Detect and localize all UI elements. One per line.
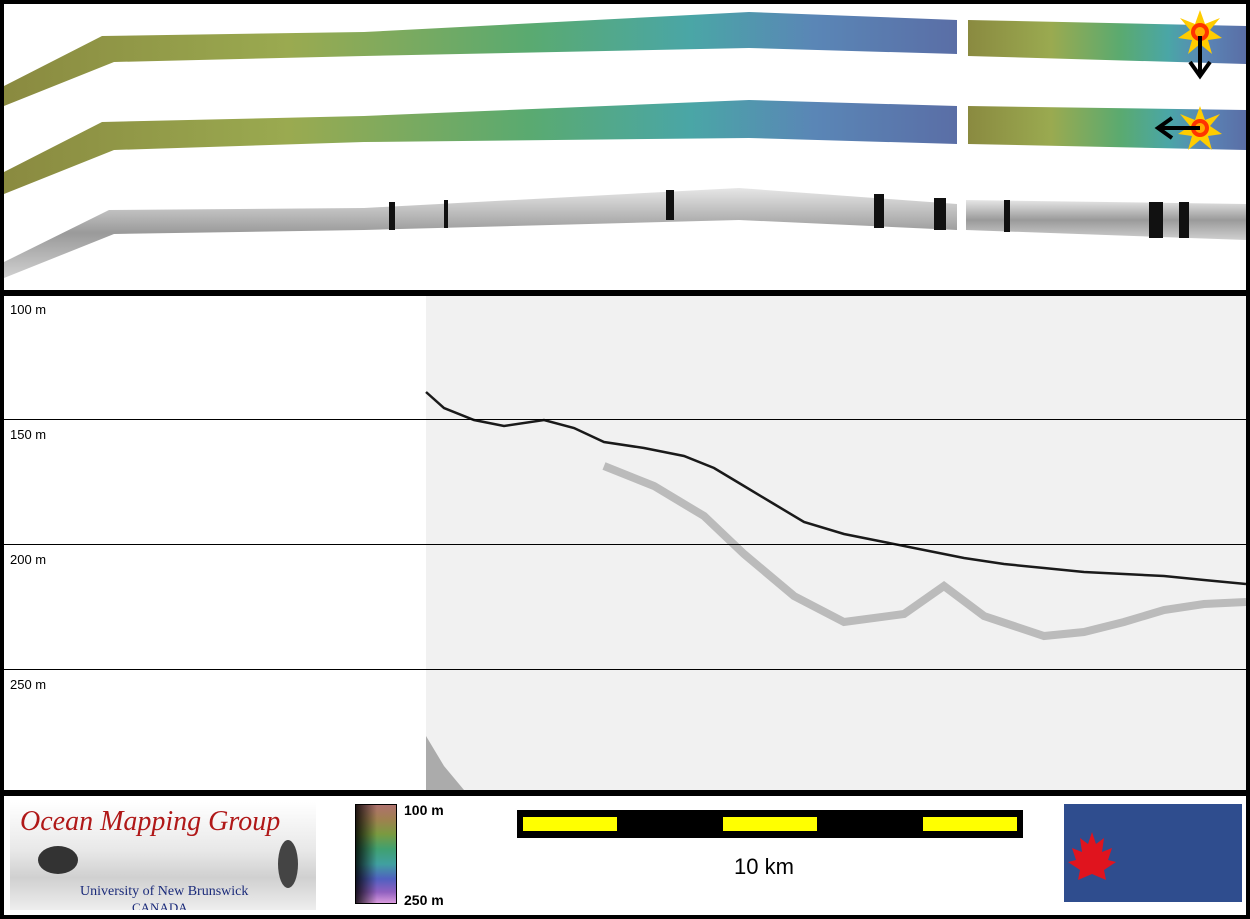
depth-label-250: 250 m [10,677,47,692]
sonar-image-area [426,296,1246,790]
omg-title: Ocean Mapping Group [20,806,281,837]
subsurface-reflector [602,462,1246,641]
colorbar-top-label: 100 m [404,802,444,818]
swath-strips [4,10,1246,278]
bathymetry-strip-east [4,100,957,194]
colorbar-shading [355,804,377,904]
bathymetry-strip-east-east [968,106,1246,150]
scale-segment [723,817,817,831]
arrow-down-icon [1188,36,1212,80]
arrow-left-icon [1154,116,1200,140]
seabed-echo [425,391,1246,790]
bathymetry-strip-north-east [968,20,1246,64]
depth-gridline [4,669,1246,670]
arcticnet-logo [1064,804,1242,902]
depth-label-150: 150 m [10,427,47,442]
scale-label: 10 km [734,854,794,879]
scale-bar [517,810,1023,838]
bathymetry-strip-north [4,12,957,106]
subbottom-profile-panel: 100 m 150 m 200 m 250 m [4,296,1246,790]
depth-gridline [4,544,1246,545]
swath-map-panel [4,4,1246,290]
shallow-return [426,736,464,790]
seabed-reflector [425,391,1246,586]
scale-segment [523,817,617,831]
ocean-mapping-group-logo: Ocean Mapping Group University of New Br… [10,802,316,910]
footer-panel: Ocean Mapping Group University of New Br… [4,796,1246,915]
omg-ship-graphic [38,840,298,888]
backscatter-strip [4,188,957,278]
depth-gridline [4,419,1246,420]
depth-label-100: 100 m [10,302,47,317]
scale-segment [923,817,1017,831]
sun-icon [1178,10,1222,54]
backscatter-strip-east [966,200,1246,240]
colorbar-bottom-label: 250 m [404,892,444,908]
omg-country: CANADA [132,900,188,910]
maple-leaf-icon [1068,832,1116,880]
omg-university: University of New Brunswick [80,884,249,899]
backscatter-bands [389,190,1189,238]
depth-label-200: 200 m [10,552,47,567]
